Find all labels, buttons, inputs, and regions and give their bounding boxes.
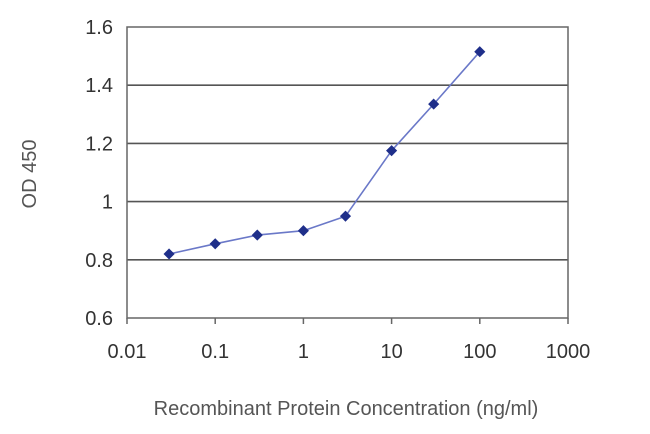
data-point — [386, 145, 398, 157]
series-line-layer — [168, 51, 481, 255]
x-tick-labels: 0.01 0.1 1 10 100 1000 — [108, 341, 591, 363]
data-point — [339, 210, 352, 222]
y-tick-label: 0.6 — [85, 308, 113, 330]
x-tick-label: 1 — [298, 341, 309, 363]
y-tick-label: 0.8 — [85, 250, 113, 272]
data-point — [474, 46, 486, 58]
x-axis-title: Recombinant Protein Concentration (ng/ml… — [154, 398, 539, 420]
y-tick-label: 1.4 — [85, 75, 113, 97]
y-tick-labels: 0.6 0.8 1 1.2 1.4 1.6 — [85, 17, 113, 330]
data-point — [251, 229, 263, 241]
data-point — [163, 248, 175, 260]
x-tick-label: 0.01 — [108, 341, 147, 363]
data-points — [163, 46, 486, 260]
gridlines — [127, 84, 568, 261]
series-line — [168, 51, 481, 255]
y-tick-label: 1 — [102, 192, 113, 214]
plot-area-frame — [126, 26, 569, 319]
x-tick-marks — [126, 318, 569, 324]
x-tick-label: 1000 — [546, 341, 591, 363]
data-point — [297, 225, 309, 237]
x-tick-label: 10 — [380, 341, 402, 363]
y-axis-title: OD 450 — [19, 140, 41, 209]
x-tick-label: 0.1 — [201, 341, 229, 363]
data-point — [209, 238, 221, 250]
x-tick-label: 100 — [463, 341, 496, 363]
y-tick-label: 1.6 — [85, 17, 113, 39]
y-tick-label: 1.2 — [85, 133, 113, 155]
data-point — [428, 98, 440, 110]
